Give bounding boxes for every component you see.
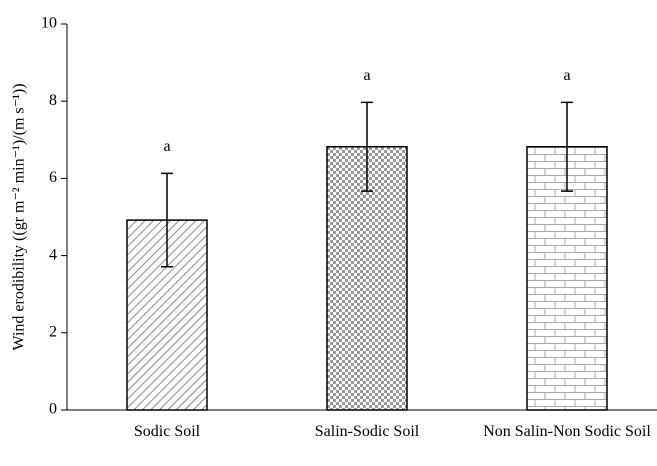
y-tick-label: 10 xyxy=(41,15,57,32)
y-tick-label: 6 xyxy=(49,169,57,186)
y-tick-label: 0 xyxy=(49,401,57,418)
significance-letter: a xyxy=(363,67,370,84)
significance-letter: a xyxy=(163,138,170,155)
y-tick-label: 8 xyxy=(49,92,57,109)
x-tick-label: Sodic Soil xyxy=(133,423,201,440)
x-tick-label: Non Salin-Non Sodic Soil xyxy=(483,423,651,440)
x-tick-label: Salin-Sodic Soil xyxy=(314,423,420,440)
significance-letter: a xyxy=(563,67,570,84)
y-tick-label: 2 xyxy=(49,323,57,340)
y-axis-label: Wind erodibility ((gr m⁻² min⁻¹)/(m s⁻¹)… xyxy=(11,83,28,350)
y-tick-label: 4 xyxy=(49,246,57,263)
